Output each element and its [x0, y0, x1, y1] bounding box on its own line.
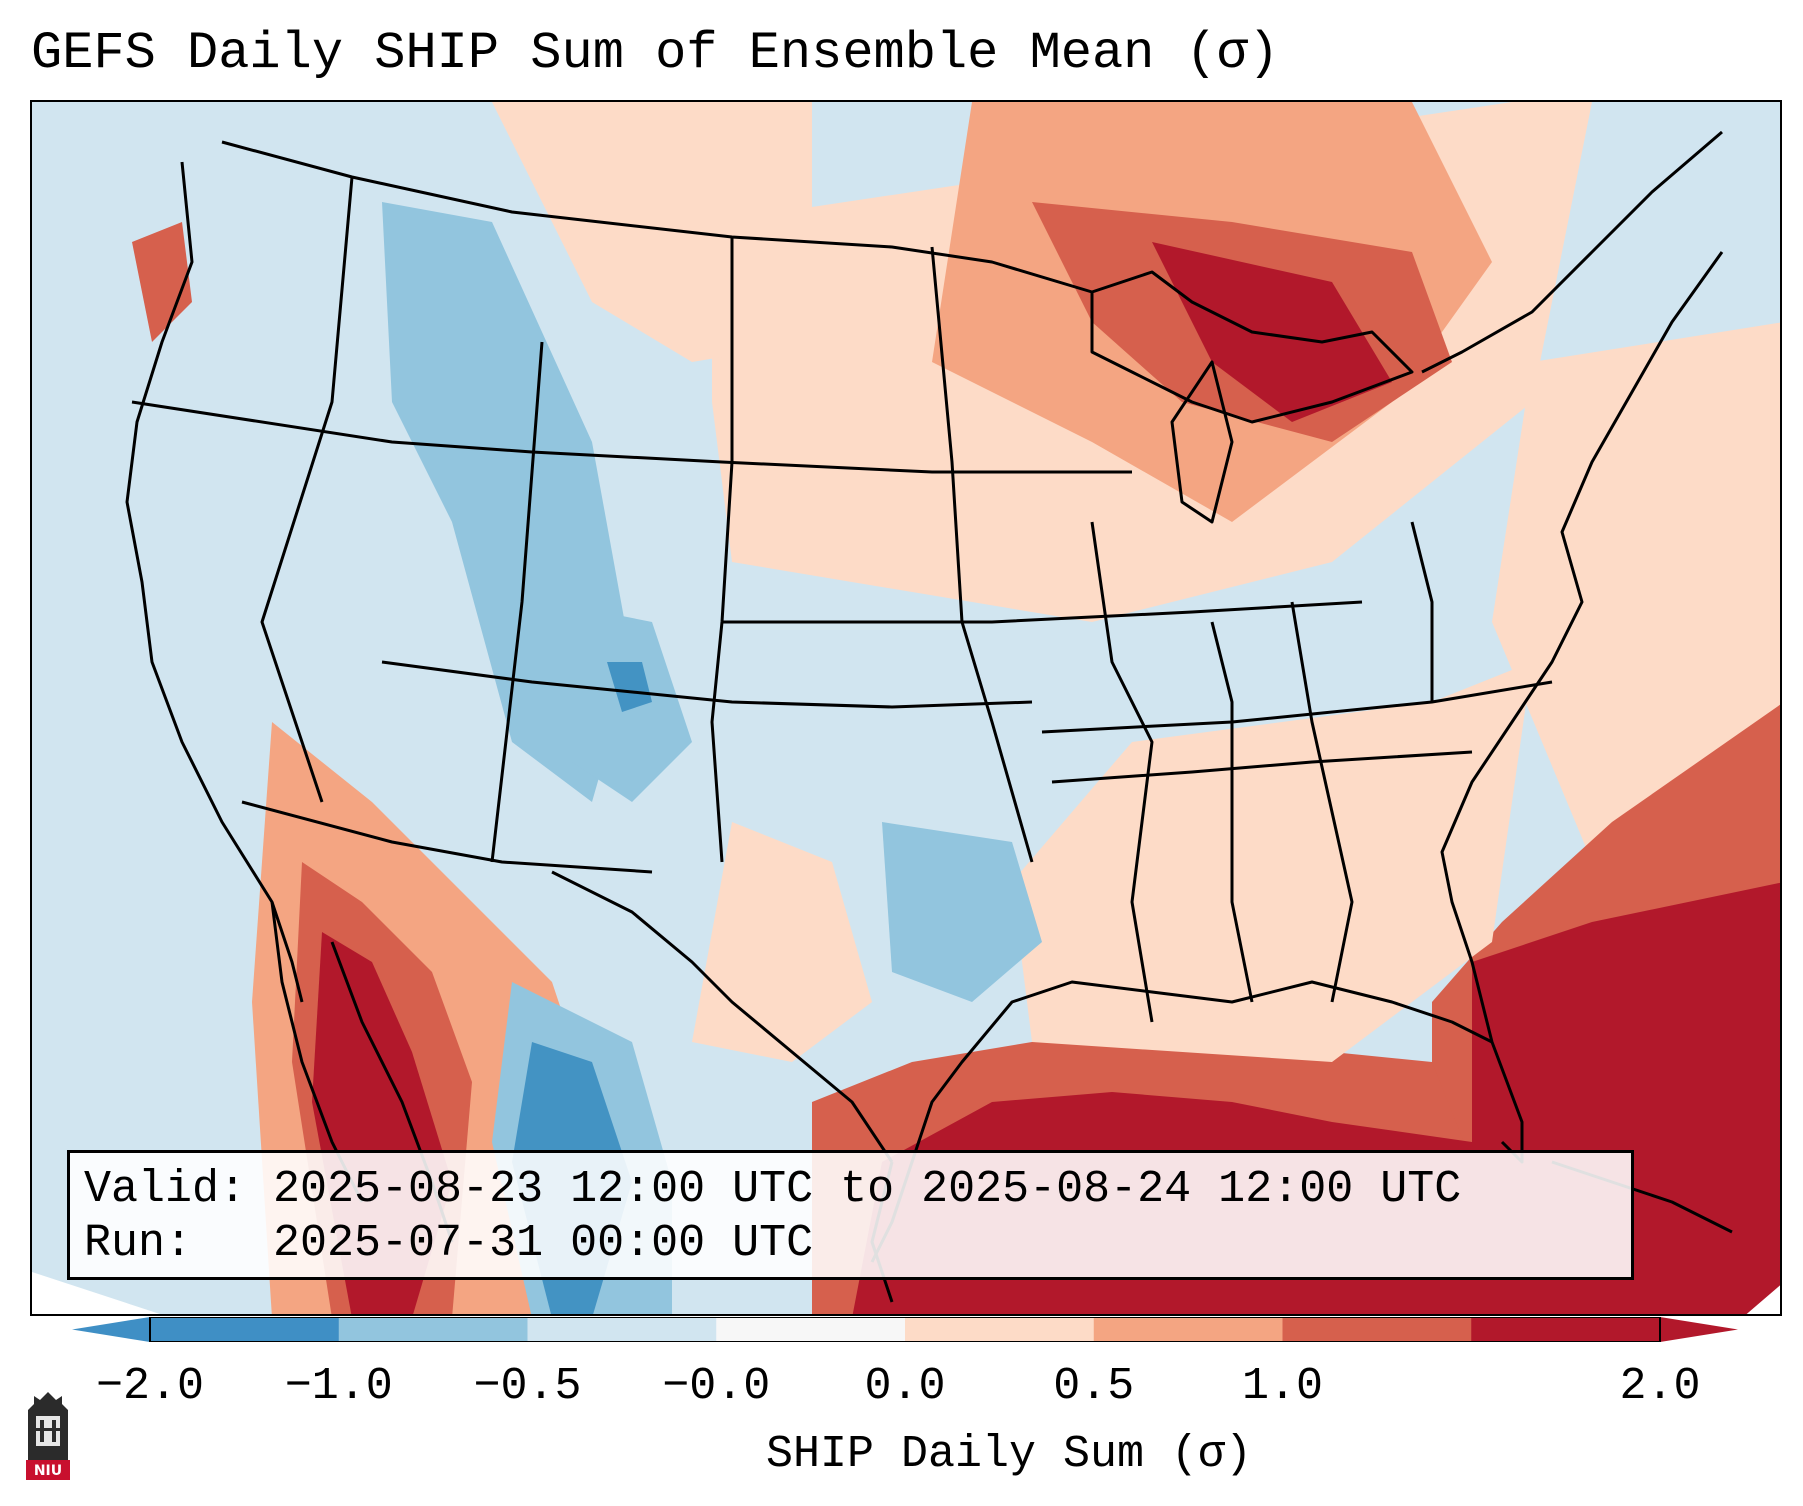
colorbar-segment: [338, 1317, 528, 1342]
colorbar-segments: [150, 1317, 1661, 1342]
colorado-deep-blue: [607, 662, 652, 712]
colorbar-label: SHIP Daily Sum (σ): [765, 1429, 1253, 1480]
run-time-text: Run: 2025-07-31 00:00 UTC: [84, 1218, 814, 1269]
colorbar-segment: [527, 1317, 717, 1342]
valid-time-text: Valid: 2025-08-23 12:00 UTC to 2025-08-2…: [84, 1164, 1462, 1215]
oklahoma-blue: [882, 822, 1042, 1002]
map-canvas: [32, 102, 1780, 1314]
lat-line-2: [381, 660, 1033, 709]
logo-text: NIU: [33, 1463, 63, 1479]
validity-info-box: Valid: 2025-08-23 12:00 UTC to 2025-08-2…: [67, 1150, 1634, 1280]
colorbar-segment: [1093, 1317, 1283, 1342]
colorbar-tick-label: −0.5: [473, 1361, 582, 1412]
chart-title: GEFS Daily SHIP Sum of Ensemble Mean (σ): [31, 24, 1280, 83]
map-panel: [30, 100, 1782, 1316]
rio-grande: [551, 870, 894, 1163]
colorbar-ticks: −2.0 −1.0 −0.5 −0.0 0.0 0.5 1.0 2.0: [0, 1360, 1803, 1420]
lat-line-4: [722, 600, 1363, 624]
logo-tower-icon: [26, 1392, 70, 1480]
colorbar-tick-label: 2.0: [1619, 1361, 1701, 1412]
coastline-west: [125, 161, 304, 1003]
colorbar-tick-label: −0.0: [662, 1361, 771, 1412]
colorbar-tick-label: −2.0: [95, 1361, 205, 1412]
long-line-2: [490, 341, 544, 863]
long-line-7: [1290, 601, 1354, 1003]
east-coast: [1440, 251, 1724, 1164]
colorbar: [72, 1317, 1738, 1342]
lat-line-1: [131, 400, 1132, 474]
colorbar-extend-left: [72, 1317, 150, 1342]
corner-blank-left: [32, 1272, 160, 1314]
long-line-4: [930, 246, 1034, 863]
colorbar-segment: [905, 1317, 1095, 1342]
colorbar-tick-label: 0.5: [1053, 1361, 1135, 1412]
colorbar-segment: [150, 1317, 340, 1342]
great-lakes-dark-red: [1152, 242, 1392, 422]
lat-line-5: [1041, 680, 1553, 734]
great-lakes-outline: [1090, 270, 1414, 424]
lat-line-3: [241, 800, 653, 874]
lat-line-6: [1051, 750, 1473, 784]
long-line-5: [1090, 521, 1154, 1023]
lake-michigan: [1170, 360, 1234, 524]
long-line-6: [1210, 621, 1254, 1003]
upper-east: [1421, 130, 1723, 374]
ne-light-red: [1492, 322, 1780, 862]
niu-logo: NIU: [20, 1390, 76, 1482]
colorbar-tick-label: 0.0: [864, 1361, 946, 1412]
colorbar-segment: [1471, 1317, 1661, 1342]
colorbar-tick-label: −1.0: [284, 1361, 393, 1412]
colorbar-outline: [149, 1317, 1661, 1342]
colorbar-tick-label: 1.0: [1241, 1361, 1324, 1412]
colorbar-segment: [1282, 1317, 1472, 1342]
long-line-8: [1410, 521, 1434, 702]
colorbar-extend-right: [1660, 1317, 1738, 1342]
colorbar-segment: [716, 1317, 906, 1342]
long-line-3: [710, 237, 734, 863]
long-line-1: [260, 176, 354, 803]
corner-blank-right: [1746, 1285, 1780, 1314]
texas-light-red: [692, 822, 872, 1062]
oregon-coast-red: [132, 222, 192, 342]
